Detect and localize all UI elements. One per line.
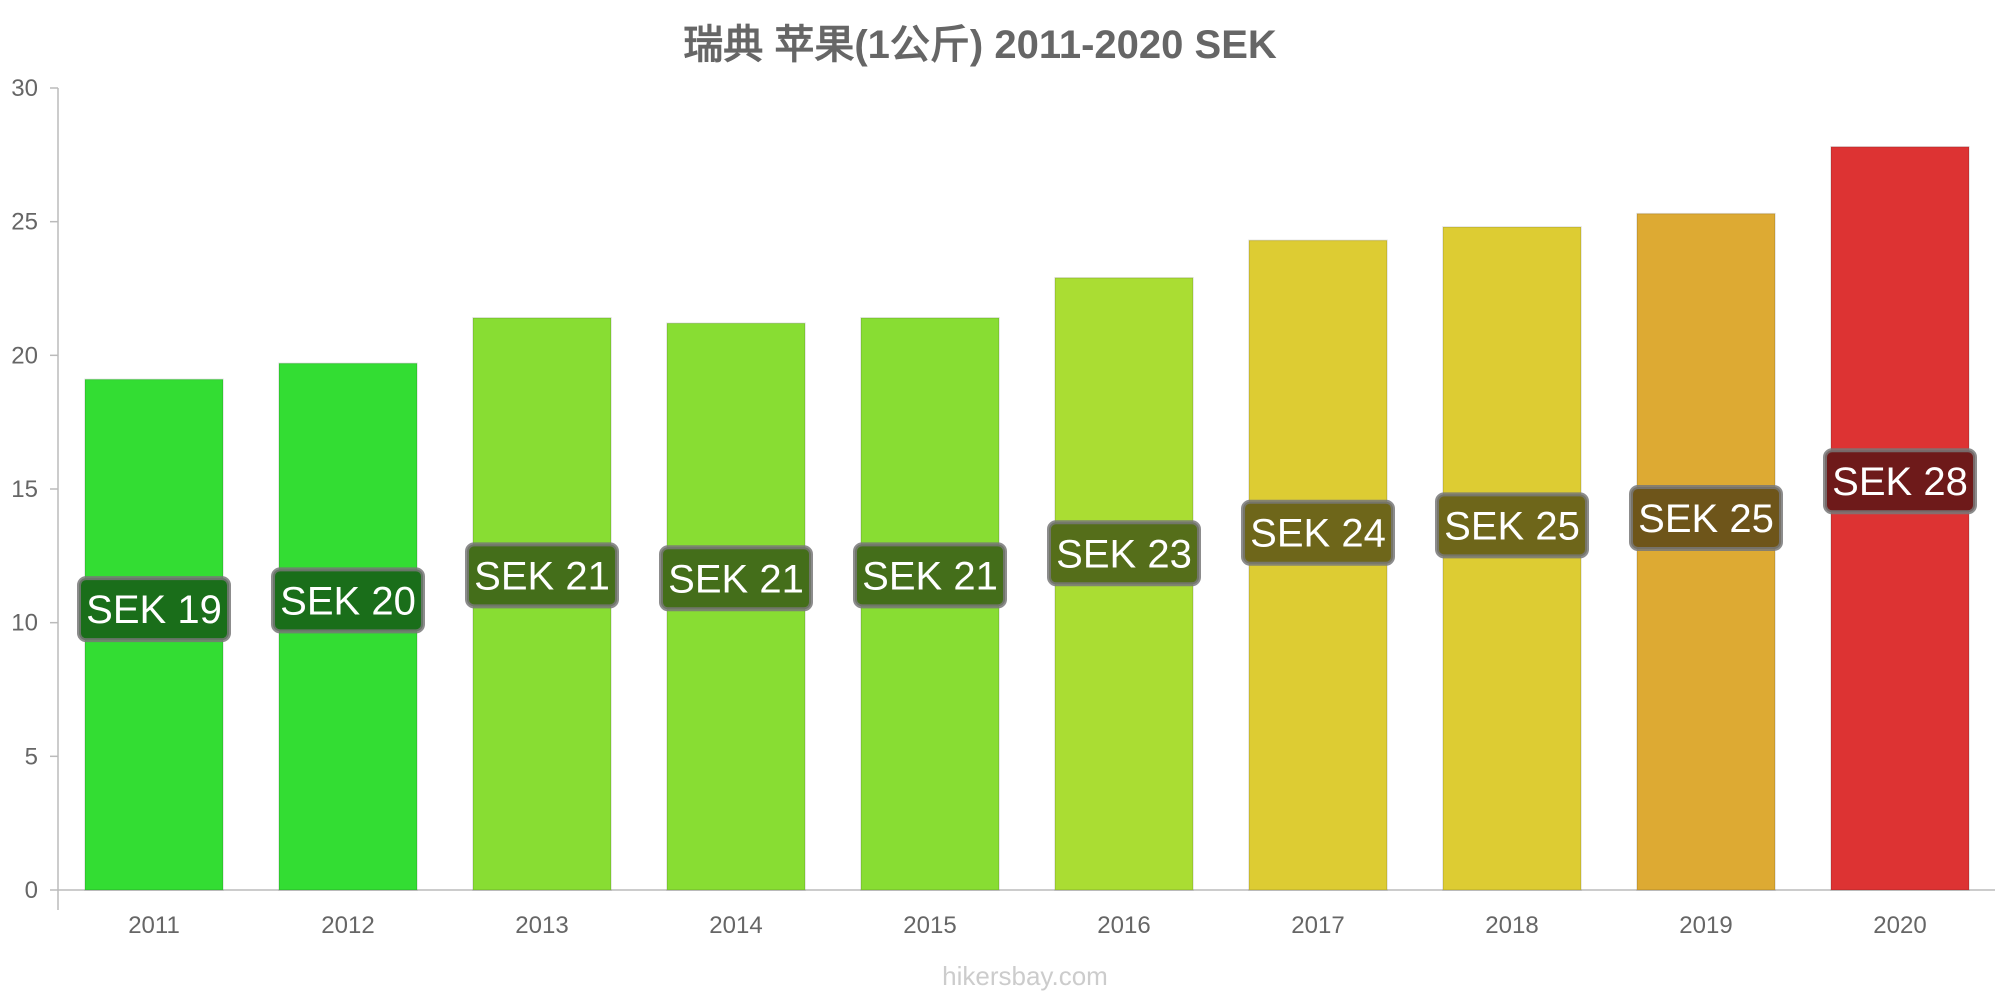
x-tick-label: 2017	[1291, 912, 1344, 939]
y-tick-label: 20	[11, 342, 38, 369]
watermark: hikersbay.com	[942, 961, 1108, 991]
data-label-box	[1823, 448, 1977, 515]
x-axis: 2011 2012 2013 2014 2015 2016 2017 2018 2019 2020	[58, 889, 1995, 939]
x-tick-label: 2019	[1679, 912, 1732, 939]
x-tick-label: 2012	[321, 912, 374, 939]
data-label-box	[853, 542, 1007, 609]
data-label-text: SEK 28	[1832, 460, 1968, 504]
data-label-box	[1047, 520, 1201, 587]
y-tick-label: 25	[11, 209, 38, 236]
data-label-text: SEK 24	[1250, 512, 1386, 556]
data-label-box	[1629, 485, 1783, 552]
data-label: SEK 20	[271, 567, 425, 634]
data-label: SEK 28	[1823, 448, 1977, 515]
x-tick-label: 2015	[903, 912, 956, 939]
data-label-box	[465, 542, 619, 609]
y-tick-label: 15	[11, 476, 38, 503]
data-label-text: SEK 23	[1056, 532, 1192, 576]
data-label-box	[1435, 492, 1589, 559]
y-tick-label: 30	[11, 75, 38, 102]
y-axis: 0 5 10 15 20 25 30	[11, 75, 59, 910]
data-label-box	[659, 545, 813, 612]
data-labels-group: SEK 19 SEK 20 SEK 21 SEK 21 SEK 21 SEK 23 SEK …	[77, 448, 1977, 643]
x-tick-label: 2014	[709, 912, 762, 939]
data-label-box	[271, 567, 425, 634]
x-tick-label: 2018	[1485, 912, 1538, 939]
bar-2019	[1636, 212, 1776, 891]
data-label-text: SEK 21	[668, 557, 804, 601]
x-tick-label: 2016	[1097, 912, 1150, 939]
data-label: SEK 19	[77, 576, 231, 643]
data-label: SEK 21	[853, 542, 1007, 609]
data-label: SEK 21	[659, 545, 813, 612]
bar-2020	[1830, 146, 1970, 891]
y-tick-label: 10	[11, 610, 38, 637]
chart-title: 瑞典 苹果(1公斤) 2011-2020 SEK	[683, 23, 1277, 67]
data-label-box	[1241, 499, 1395, 566]
y-tick-label: 5	[25, 743, 38, 770]
data-label-text: SEK 21	[862, 554, 998, 598]
data-label-box	[77, 576, 231, 643]
y-tick-label: 0	[25, 877, 38, 904]
x-tick-label: 2013	[515, 912, 568, 939]
data-label-text: SEK 21	[474, 554, 610, 598]
data-label-text: SEK 19	[86, 588, 222, 632]
data-label-text: SEK 25	[1638, 497, 1774, 541]
bar-2018	[1442, 226, 1582, 891]
data-label: SEK 25	[1629, 485, 1783, 552]
data-label: SEK 21	[465, 542, 619, 609]
data-label-text: SEK 25	[1444, 504, 1580, 548]
data-label: SEK 23	[1047, 520, 1201, 587]
data-label-text: SEK 20	[280, 579, 416, 623]
x-tick-label: 2020	[1873, 912, 1926, 939]
data-label: SEK 24	[1241, 499, 1395, 566]
data-label: SEK 25	[1435, 492, 1589, 559]
x-tick-label: 2011	[128, 912, 180, 939]
